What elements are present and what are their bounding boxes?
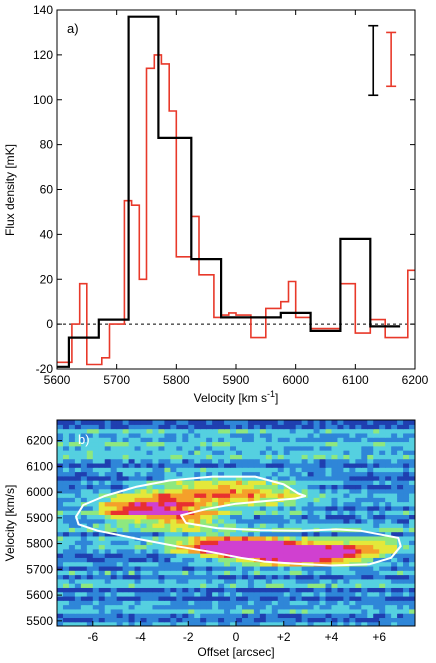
panel-b-x-axis-title: Offset [arcsec] — [197, 645, 274, 659]
panel-b-label: b) — [78, 432, 90, 447]
y-tick-label: 5800 — [26, 537, 53, 551]
y-tick-label: 6000 — [26, 485, 53, 499]
series-line-0 — [57, 15, 401, 368]
y-tick-label: 6100 — [26, 459, 53, 473]
y-tick-label: 140 — [33, 3, 53, 17]
y-tick-label: 6200 — [26, 434, 53, 448]
contour-line — [75, 475, 402, 567]
x-tick-label: 6100 — [342, 373, 369, 387]
panel-a-y-axis-title: Flux density [mK] — [3, 144, 17, 236]
x-tick-label: -6 — [87, 630, 98, 644]
y-tick-label: 5900 — [26, 511, 53, 525]
error-bar-1 — [386, 31, 397, 88]
x-tick-label: 6000 — [282, 373, 309, 387]
y-tick-label: 60 — [40, 183, 54, 197]
error-bar-0 — [368, 24, 379, 97]
panel-a-x-axis-title: Velocity [km s-1] — [194, 389, 279, 405]
x-tick-label: 5600 — [44, 373, 71, 387]
x-tick-label: 6200 — [402, 373, 429, 387]
y-tick-label: 5600 — [26, 588, 53, 602]
x-tick-label: +4 — [325, 630, 339, 644]
y-tick-label: -20 — [36, 362, 54, 376]
panel-b-position-velocity: -6 -4 -2 0 +2 +4 +6 5500 5600 5700 5800 5900 6000 61… — [3, 419, 416, 659]
x-tick-label: 5700 — [103, 373, 130, 387]
y-tick-label: 5700 — [26, 562, 53, 576]
x-tick-label: -2 — [183, 630, 194, 644]
panel-b-y-axis-title: Velocity [km/s] — [3, 485, 17, 562]
x-tick-label: +2 — [277, 630, 291, 644]
x-tick-label: 5800 — [163, 373, 190, 387]
y-tick-label: 0 — [46, 317, 53, 331]
y-tick-label: 100 — [33, 93, 53, 107]
x-tick-label: 0 — [233, 630, 240, 644]
y-tick-label: 20 — [40, 272, 54, 286]
heatmap-cells — [57, 420, 415, 626]
y-tick-label: 40 — [40, 227, 54, 241]
panel-a-spectrum: 5600 5700 5800 5900 6000 6100 6200 -20 0 20 40 60 8… — [3, 3, 429, 405]
y-tick-label: 5500 — [26, 614, 53, 628]
x-tick-label: 5900 — [223, 373, 250, 387]
x-tick-label: -4 — [135, 630, 146, 644]
y-tick-label: 80 — [40, 138, 54, 152]
x-tick-label: +6 — [372, 630, 386, 644]
y-tick-label: 120 — [33, 48, 53, 62]
panel-a-label: a) — [67, 21, 79, 36]
